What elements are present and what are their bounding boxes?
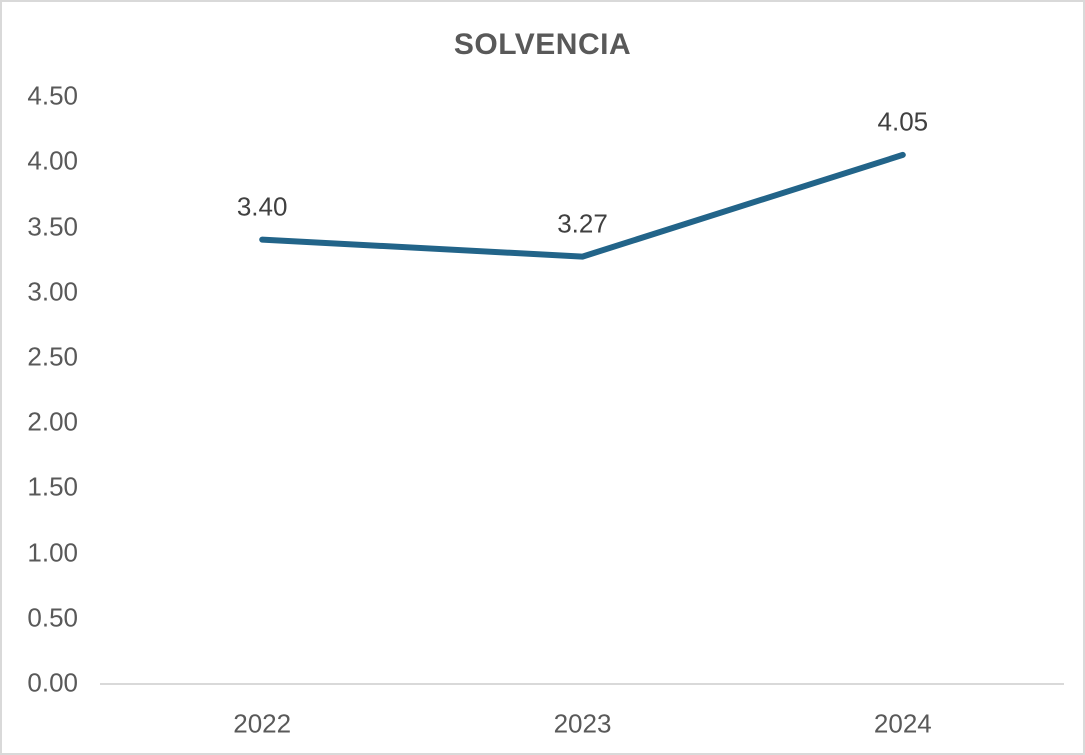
y-tick-label: 4.00 [27,145,78,176]
series-line [259,151,906,260]
y-tick-label: 2.00 [27,406,78,437]
y-tick-label: 1.00 [27,537,78,568]
y-tick-label: 1.50 [27,471,78,502]
y-tick-label: 0.00 [27,667,78,698]
y-tick-label: 2.50 [27,341,78,372]
x-tick-label: 2024 [873,708,932,739]
y-tick-label: 4.50 [27,80,78,111]
chart-title: SOLVENCIA [453,28,632,61]
x-tick-label: 2022 [233,708,292,739]
data-point-label: 4.05 [877,106,929,137]
data-point-label: 3.27 [557,208,608,239]
data-point-label: 3.40 [236,191,288,222]
y-tick-label: 0.50 [27,602,78,633]
y-tick-label: 3.00 [27,276,78,307]
y-tick-label: 3.50 [27,211,78,242]
x-tick-label: 2023 [553,708,612,739]
